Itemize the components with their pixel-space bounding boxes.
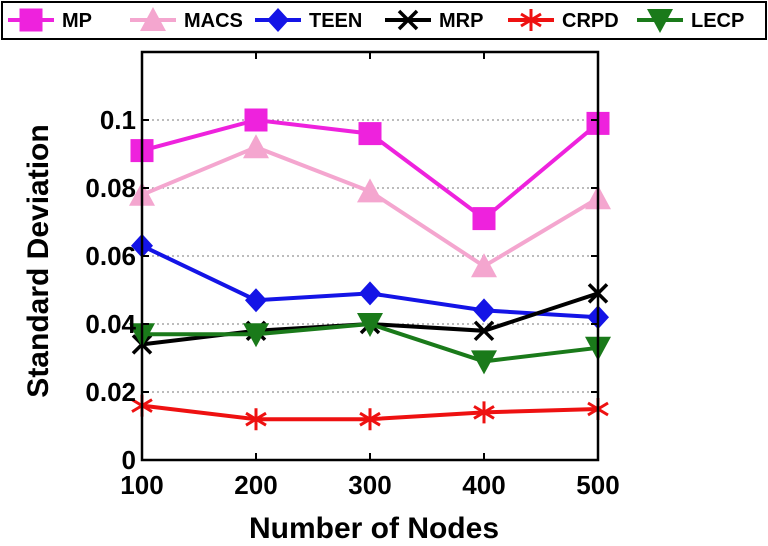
legend-marker-lecp <box>647 9 673 33</box>
x-tick-label: 300 <box>348 470 391 500</box>
legend-entry-teen: TEEN <box>255 8 362 32</box>
x-tick-label: 200 <box>234 470 277 500</box>
legend-entry-lecp: LECP <box>637 9 744 33</box>
data-point-macs <box>243 134 269 159</box>
legend-label-lecp: LECP <box>691 10 744 32</box>
y-tick-label: 0.1 <box>100 105 136 135</box>
legend-marker-macs <box>140 7 166 31</box>
legend-entry-mp: MP <box>8 8 92 32</box>
y-tick-label: 0.06 <box>85 241 136 271</box>
x-tick-label: 400 <box>462 470 505 500</box>
legend-label-macs: MACS <box>184 10 243 32</box>
x-tick-label: 500 <box>576 470 619 500</box>
legend-label-mp: MP <box>62 10 92 32</box>
data-point-teen <box>245 288 267 313</box>
data-point-mp <box>358 122 382 146</box>
data-point-teen <box>359 281 381 306</box>
y-tick-label: 0.02 <box>85 377 136 407</box>
data-point-lecp <box>243 323 269 348</box>
y-tick-label: 0.08 <box>85 173 136 203</box>
legend: MP MACS TEEN MRP CRPD LECP <box>1 1 767 40</box>
data-point-mp <box>244 108 268 132</box>
legend-label-crpd: CRPD <box>562 10 619 32</box>
data-point-crpd <box>473 401 495 424</box>
axes-frame <box>140 50 600 462</box>
data-point-teen <box>473 298 495 323</box>
data-point-crpd <box>359 408 381 431</box>
x-tick-label: 100 <box>120 470 163 500</box>
data-point-mrp <box>473 320 495 342</box>
data-point-macs <box>357 178 383 203</box>
series-crpd <box>131 394 609 431</box>
series-lecp <box>129 313 611 375</box>
y-axis-label: Standard Deviation <box>22 124 55 397</box>
y-tick-label: 0.04 <box>85 309 136 339</box>
legend-marker-crpd <box>520 9 542 31</box>
y-tick-label: 0 <box>122 445 136 475</box>
legend-marker-mrp <box>397 9 419 31</box>
data-point-mp <box>472 207 496 231</box>
series-line-macs <box>141 145 600 269</box>
legend-marker-mp <box>19 8 43 32</box>
data-point-crpd <box>245 408 267 431</box>
plot-area <box>129 108 611 431</box>
series-teen <box>131 233 609 330</box>
legend-entry-mrp: MRP <box>385 9 483 32</box>
legend-label-teen: TEEN <box>309 10 362 32</box>
legend-entry-crpd: CRPD <box>508 9 619 32</box>
legend-marker-teen <box>267 8 289 32</box>
x-axis-label: Number of Nodes <box>249 512 499 545</box>
legend-entry-macs: MACS <box>130 7 243 32</box>
data-point-macs <box>471 253 497 278</box>
legend-label-mrp: MRP <box>439 10 483 32</box>
axes: 0 0.02 0.04 0.06 0.08 0.1 100 200 300 400 500 <box>85 50 620 500</box>
data-point-lecp <box>471 350 497 375</box>
data-point-lecp <box>357 313 383 337</box>
